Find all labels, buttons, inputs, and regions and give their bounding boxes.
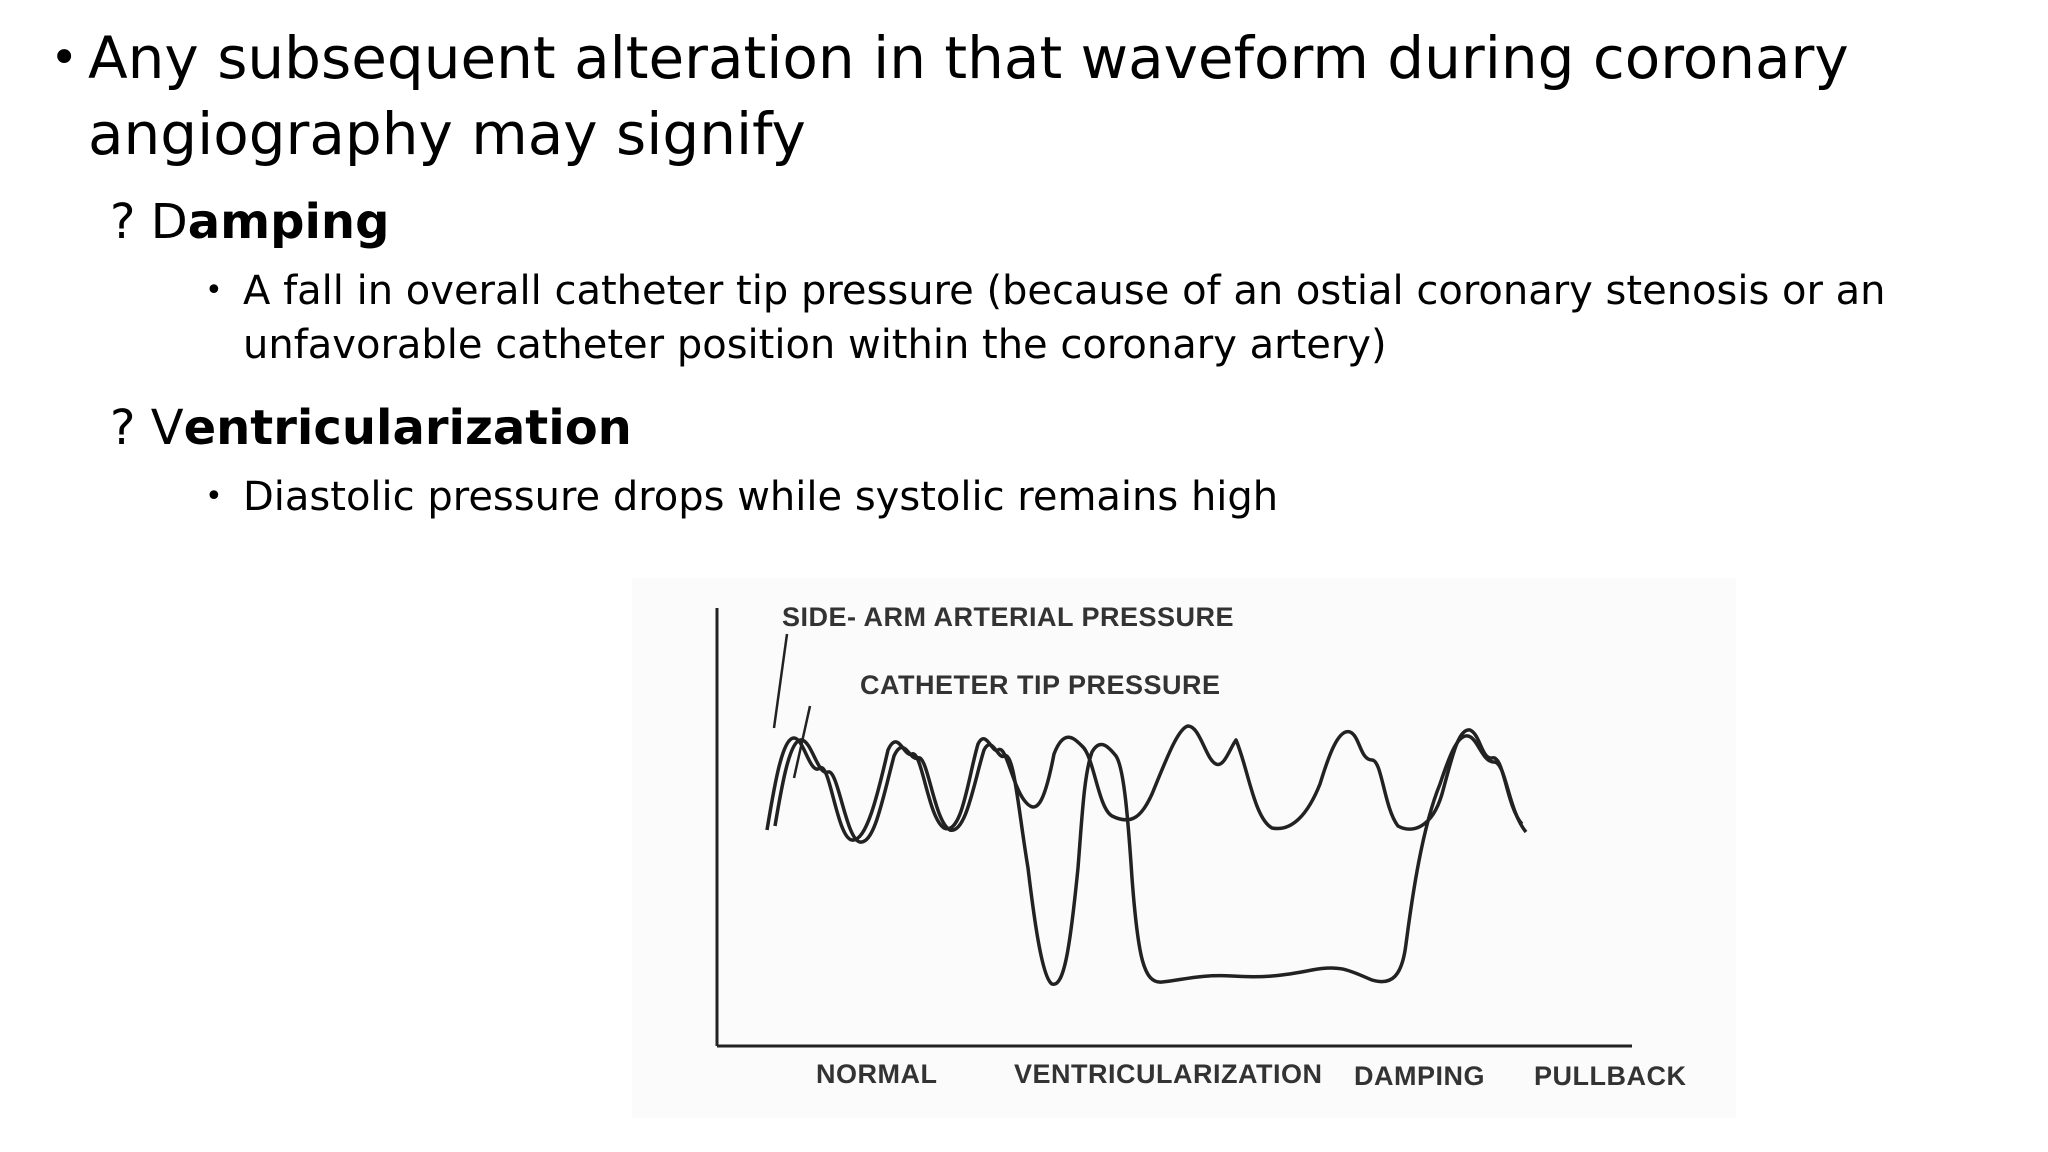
item-prefix: ? (110, 194, 151, 250)
item-detail-text: Diastolic pressure drops while systolic … (243, 474, 1279, 520)
segment-label-pullback: PULLBACK (1534, 1061, 1687, 1091)
segment-label-ventricularization: VENTRICULARIZATION (1014, 1059, 1322, 1089)
item-detail-text: A fall in overall catheter tip pressure … (243, 268, 1886, 368)
waveform-diagram: SIDE- ARM ARTERIAL PRESSURE CATHETER TIP… (715, 602, 1687, 1091)
catheter-tip-pointer-line (792, 705, 812, 779)
segment-label-normal: NORMAL (816, 1059, 937, 1089)
catheter-tip-pressure-trace (773, 734, 1528, 986)
item-lead-letter: V (150, 400, 184, 456)
item-prefix: ? (110, 400, 151, 456)
item-ventricularization-detail: • Diastolic pressure drops while systoli… (205, 470, 1965, 524)
segment-label-damping: DAMPING (1354, 1061, 1485, 1091)
side-arm-label: SIDE- ARM ARTERIAL PRESSURE (782, 602, 1234, 632)
catheter-tip-label: CATHETER TIP PRESSURE (860, 670, 1221, 700)
main-bullet: • Any subsequent alteration in that wave… (50, 20, 1950, 172)
side-arm-pressure-trace (765, 724, 1524, 842)
bullet-icon: • (205, 479, 223, 514)
item-heading-rest: amping (187, 194, 390, 250)
side-arm-pointer-line (772, 633, 789, 729)
bullet-icon: • (205, 273, 223, 308)
item-damping-detail: • A fall in overall catheter tip pressur… (205, 264, 1965, 372)
item-lead-letter: D (150, 194, 188, 250)
bullet-icon: • (50, 30, 79, 86)
item-damping-heading: ? Damping (110, 192, 389, 252)
pressure-waveform-figure: SIDE- ARM ARTERIAL PRESSURE CATHETER TIP… (632, 578, 1736, 1118)
main-bullet-text: Any subsequent alteration in that wavefo… (88, 24, 1849, 168)
item-heading-rest: entricularization (183, 400, 632, 456)
item-ventricularization-heading: ? Ventricularization (110, 398, 632, 458)
